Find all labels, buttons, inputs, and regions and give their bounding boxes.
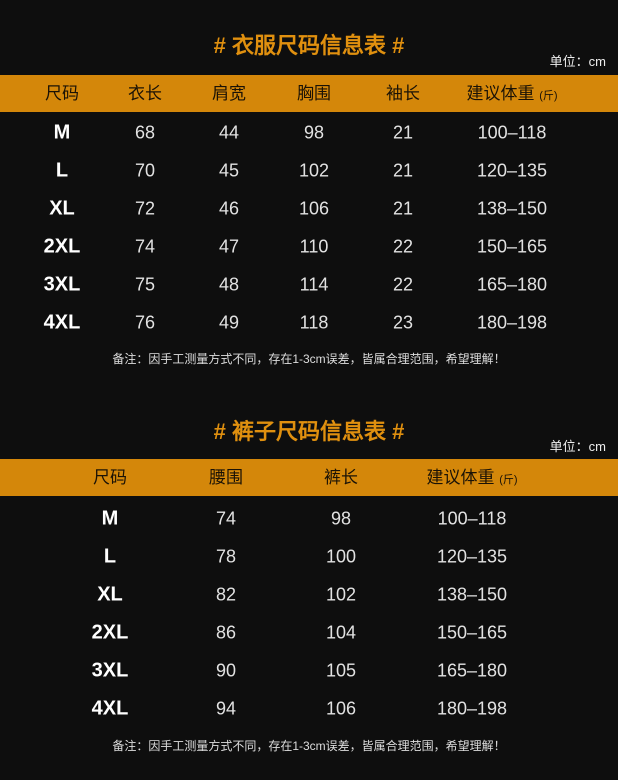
pants-unit: 单位：cm — [549, 439, 606, 454]
value-cell: 21 — [392, 198, 414, 219]
value-cell: 76 — [134, 312, 156, 333]
value-cell: 180–198 — [476, 312, 548, 333]
value-cell: 110 — [299, 236, 329, 257]
value-cell: 74 — [134, 236, 156, 257]
value-cell: 100–118 — [477, 122, 547, 143]
value-cell: 22 — [392, 274, 414, 295]
column-header: 尺码 — [45, 75, 79, 112]
value-cell: 105 — [325, 660, 357, 681]
column-header: 袖长 — [386, 75, 420, 112]
value-cell: 75 — [134, 274, 156, 295]
pants-note: 备注：因手工测量方式不同，存在1-3cm误差，皆属合理范围，希望理解！ — [112, 739, 506, 753]
value-cell: 21 — [392, 160, 414, 181]
value-cell: 82 — [215, 584, 237, 605]
header-label: 肩宽 — [212, 84, 246, 103]
size-cell: 3XL — [91, 659, 129, 682]
tops-title: # 衣服尺码信息表 # — [213, 33, 405, 58]
column-header: 腰围 — [209, 459, 243, 496]
value-cell: 78 — [215, 546, 237, 567]
value-cell: 120–135 — [436, 546, 508, 567]
tops-header: 尺码 衣长 肩宽 胸围 袖长 建议体重 (斤) — [0, 75, 618, 112]
tops-unit: 单位：cm — [549, 54, 606, 69]
header-label: 袖长 — [386, 84, 420, 103]
column-header: 裤长 — [324, 459, 358, 496]
value-cell: 98 — [303, 122, 325, 143]
tops-note: 备注：因手工测量方式不同，存在1-3cm误差，皆属合理范围，希望理解！ — [112, 352, 506, 366]
value-cell: 120–135 — [476, 160, 548, 181]
value-cell: 70 — [134, 160, 156, 181]
value-cell: 104 — [325, 622, 357, 643]
value-cell: 100 — [325, 546, 357, 567]
column-header: 衣长 — [128, 75, 162, 112]
column-header: 胸围 — [297, 75, 331, 112]
value-cell: 45 — [218, 160, 240, 181]
value-cell: 47 — [218, 236, 240, 257]
weight-unit: (斤) — [539, 90, 558, 102]
size-cell: 2XL — [91, 621, 129, 644]
pants-header: 尺码 腰围 裤长 建议体重 (斤) — [0, 459, 618, 496]
column-header: 肩宽 — [212, 75, 246, 112]
header-label: 胸围 — [297, 84, 331, 103]
value-cell: 21 — [392, 122, 414, 143]
value-cell: 94 — [215, 698, 237, 719]
size-cell: 2XL — [43, 235, 81, 258]
header-label: 衣长 — [128, 84, 162, 103]
column-header: 建议体重 (斤) — [466, 75, 557, 115]
value-cell: 74 — [215, 508, 237, 529]
column-header: 建议体重 (斤) — [426, 459, 517, 499]
header-label: 腰围 — [209, 468, 243, 487]
column-header: 尺码 — [93, 459, 127, 496]
value-cell: 165–180 — [436, 660, 508, 681]
header-label: 建议体重 — [426, 468, 495, 487]
size-cell: L — [103, 545, 117, 568]
header-label: 建议体重 — [466, 84, 535, 103]
value-cell: 106 — [325, 698, 357, 719]
value-cell: 49 — [218, 312, 240, 333]
value-cell: 22 — [392, 236, 414, 257]
header-label: 裤长 — [324, 468, 358, 487]
value-cell: 106 — [298, 198, 330, 219]
value-cell: 150–165 — [476, 236, 548, 257]
size-cell: 4XL — [91, 697, 129, 720]
header-label: 尺码 — [45, 84, 79, 103]
value-cell: 44 — [218, 122, 240, 143]
size-cell: M — [53, 121, 71, 144]
value-cell: 90 — [215, 660, 237, 681]
value-cell: 102 — [298, 160, 330, 181]
value-cell: 48 — [218, 274, 240, 295]
value-cell: 150–165 — [436, 622, 508, 643]
value-cell: 102 — [325, 584, 357, 605]
value-cell: 86 — [215, 622, 237, 643]
size-cell: L — [55, 159, 69, 182]
size-cell: 3XL — [43, 273, 81, 296]
size-cell: M — [101, 507, 119, 530]
value-cell: 98 — [330, 508, 352, 529]
value-cell: 118 — [299, 312, 329, 333]
size-cell: XL — [49, 197, 75, 220]
value-cell: 46 — [218, 198, 240, 219]
weight-unit: (斤) — [499, 474, 518, 486]
value-cell: 138–150 — [476, 198, 548, 219]
value-cell: 180–198 — [436, 698, 508, 719]
value-cell: 68 — [134, 122, 156, 143]
size-cell: 4XL — [43, 311, 81, 334]
size-cell: XL — [97, 583, 123, 606]
value-cell: 138–150 — [436, 584, 508, 605]
value-cell: 100–118 — [437, 508, 507, 529]
value-cell: 23 — [392, 312, 414, 333]
value-cell: 114 — [299, 274, 329, 295]
header-label: 尺码 — [93, 468, 127, 487]
value-cell: 72 — [134, 198, 156, 219]
pants-title: # 裤子尺码信息表 # — [213, 419, 405, 444]
value-cell: 165–180 — [476, 274, 548, 295]
